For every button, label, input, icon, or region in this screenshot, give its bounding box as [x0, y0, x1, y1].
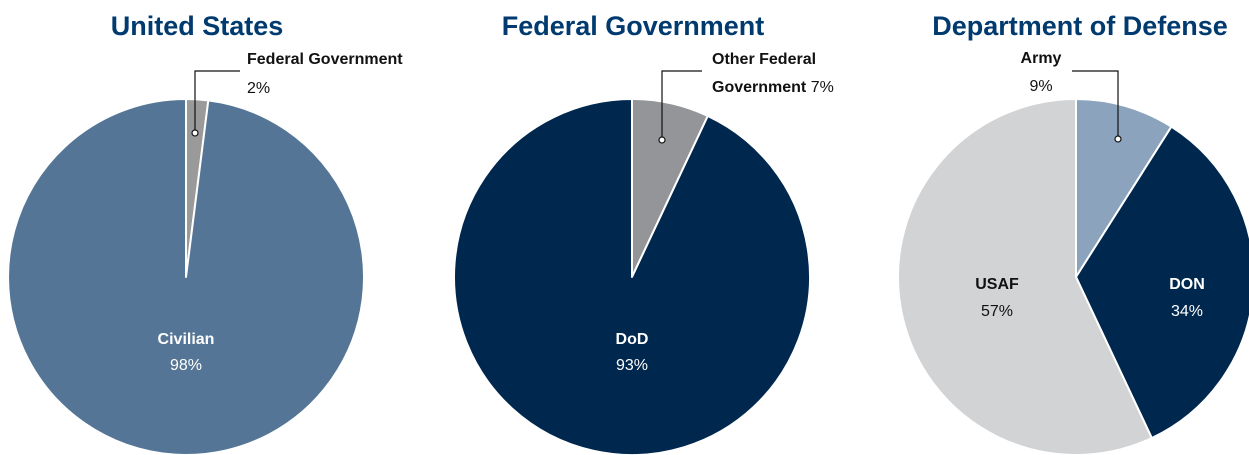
slice-label-dod: DoD	[616, 331, 649, 348]
slice-value-dod: 93%	[616, 357, 648, 374]
leader-dot-army	[1114, 135, 1122, 143]
chart-federal-government: Federal Government Other Federal Governm…	[453, 11, 834, 455]
pie-federal-government	[453, 98, 811, 455]
leader-dot-other-federal-government	[658, 136, 666, 144]
leader-line-army	[1072, 70, 1119, 139]
slice-label-army: Army	[1021, 50, 1062, 67]
slice-label-other-federal-line1: Other Federal	[712, 51, 816, 68]
leader-dot-federal-government	[191, 129, 199, 137]
slice-value-civilian: 98%	[170, 357, 202, 374]
chart-united-states: United States Federal Government 2% Civi…	[7, 11, 403, 455]
pie-slice-dod	[453, 98, 811, 455]
chart-department-of-defense: Department of Defense Army 9% DON 34% US…	[897, 11, 1249, 455]
slice-label-other-federal-line2: Government 7%	[712, 79, 834, 96]
slice-label-usaf: USAF	[975, 276, 1019, 293]
pie-slice-don	[1075, 125, 1249, 440]
slice-label-civilian: Civilian	[158, 331, 215, 348]
leader-line-other-federal-government	[661, 70, 702, 140]
slice-value-don: 34%	[1171, 303, 1203, 320]
pie-slice-civilian	[7, 98, 366, 455]
pie-united-states	[7, 97, 366, 455]
chart-title-department-of-defense: Department of Defense	[932, 11, 1228, 41]
slice-label-don: DON	[1169, 276, 1205, 293]
chart-title-united-states: United States	[111, 11, 284, 41]
leader-line-federal-government	[194, 70, 240, 133]
slice-value-federal-government: 2%	[247, 80, 270, 97]
slice-label-federal-government: Federal Government	[247, 51, 403, 68]
slice-value-army: 9%	[1029, 78, 1052, 95]
pie-slice-army	[1075, 98, 1173, 278]
pie-department-of-defense	[897, 98, 1249, 455]
slice-value-other-federal-government: 7%	[811, 79, 834, 96]
pie-slice-usaf	[897, 98, 1153, 455]
slice-value-usaf: 57%	[981, 303, 1013, 320]
slice-label-other-federal-government: Government	[712, 79, 807, 96]
chart-title-federal-government: Federal Government	[502, 11, 765, 41]
